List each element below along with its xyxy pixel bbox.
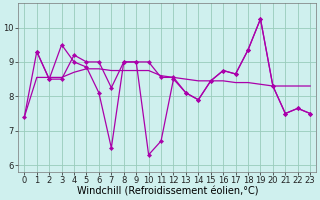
X-axis label: Windchill (Refroidissement éolien,°C): Windchill (Refroidissement éolien,°C) <box>76 187 258 197</box>
